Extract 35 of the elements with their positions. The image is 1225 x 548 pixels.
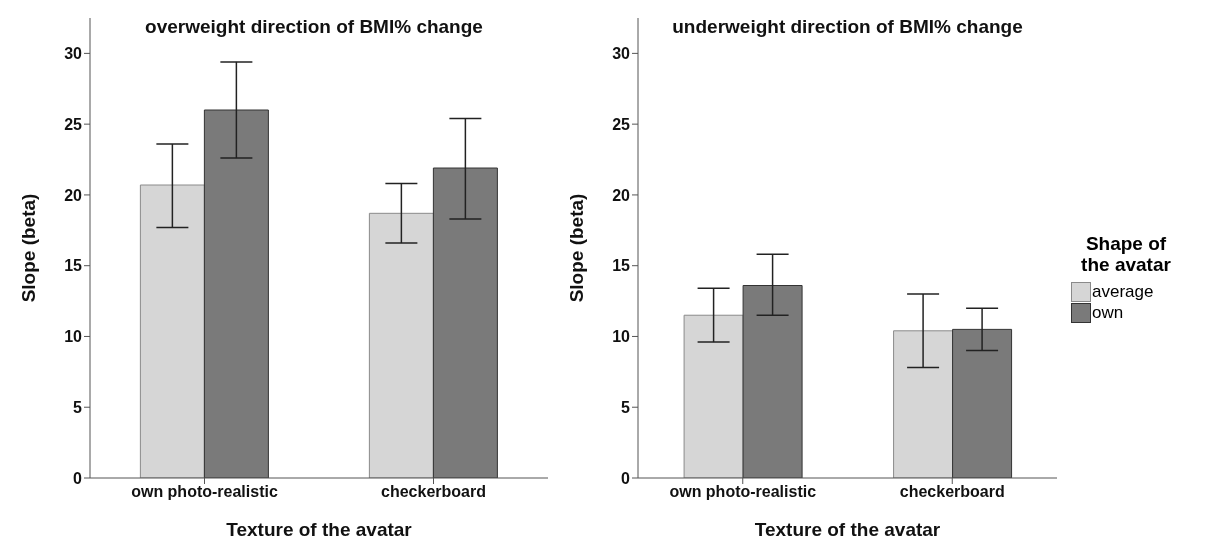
chart-title: overweight direction of BMI% change bbox=[144, 16, 484, 38]
bar bbox=[893, 330, 954, 478]
y-tick-label: 0 bbox=[73, 469, 83, 487]
x-axis-title: Texture of the avatar bbox=[754, 519, 941, 540]
chart-title: underweight direction of BMI% change bbox=[671, 16, 1024, 38]
bar bbox=[368, 212, 434, 478]
bar bbox=[742, 285, 803, 478]
y-tick-label: 30 bbox=[64, 45, 83, 63]
bar bbox=[683, 314, 744, 478]
y-tick-label: 5 bbox=[73, 398, 83, 416]
y-tick-label: 25 bbox=[612, 115, 631, 133]
y-tick-label: 25 bbox=[64, 115, 83, 133]
y-axis-title: Slope (beta) bbox=[565, 193, 587, 303]
y-tick-label: 10 bbox=[612, 328, 631, 346]
x-tick-label: own photo-realistic bbox=[669, 483, 817, 501]
bar bbox=[952, 328, 1013, 478]
legend-label: own bbox=[1091, 302, 1125, 323]
y-tick-label: 15 bbox=[612, 257, 631, 275]
y-tick-label: 5 bbox=[621, 398, 631, 416]
bar bbox=[203, 109, 269, 478]
x-axis-title: Texture of the avatar bbox=[226, 519, 413, 540]
y-axis-title: Slope (beta) bbox=[17, 193, 39, 303]
legend-label: average bbox=[1091, 281, 1155, 302]
x-tick-label: checkerboard bbox=[899, 483, 1005, 501]
y-tick-label: 30 bbox=[612, 45, 631, 63]
x-tick-label: own photo-realistic bbox=[131, 483, 278, 501]
bar bbox=[432, 167, 498, 478]
x-tick-label: checkerboard bbox=[381, 483, 486, 501]
y-tick-label: 20 bbox=[64, 186, 83, 204]
y-tick-label: 20 bbox=[612, 186, 631, 204]
y-tick-label: 15 bbox=[64, 257, 83, 275]
y-tick-label: 0 bbox=[621, 469, 631, 487]
y-tick-label: 10 bbox=[64, 328, 83, 346]
bar bbox=[139, 184, 205, 478]
legend-title: Shape of the avatar bbox=[1080, 233, 1172, 275]
